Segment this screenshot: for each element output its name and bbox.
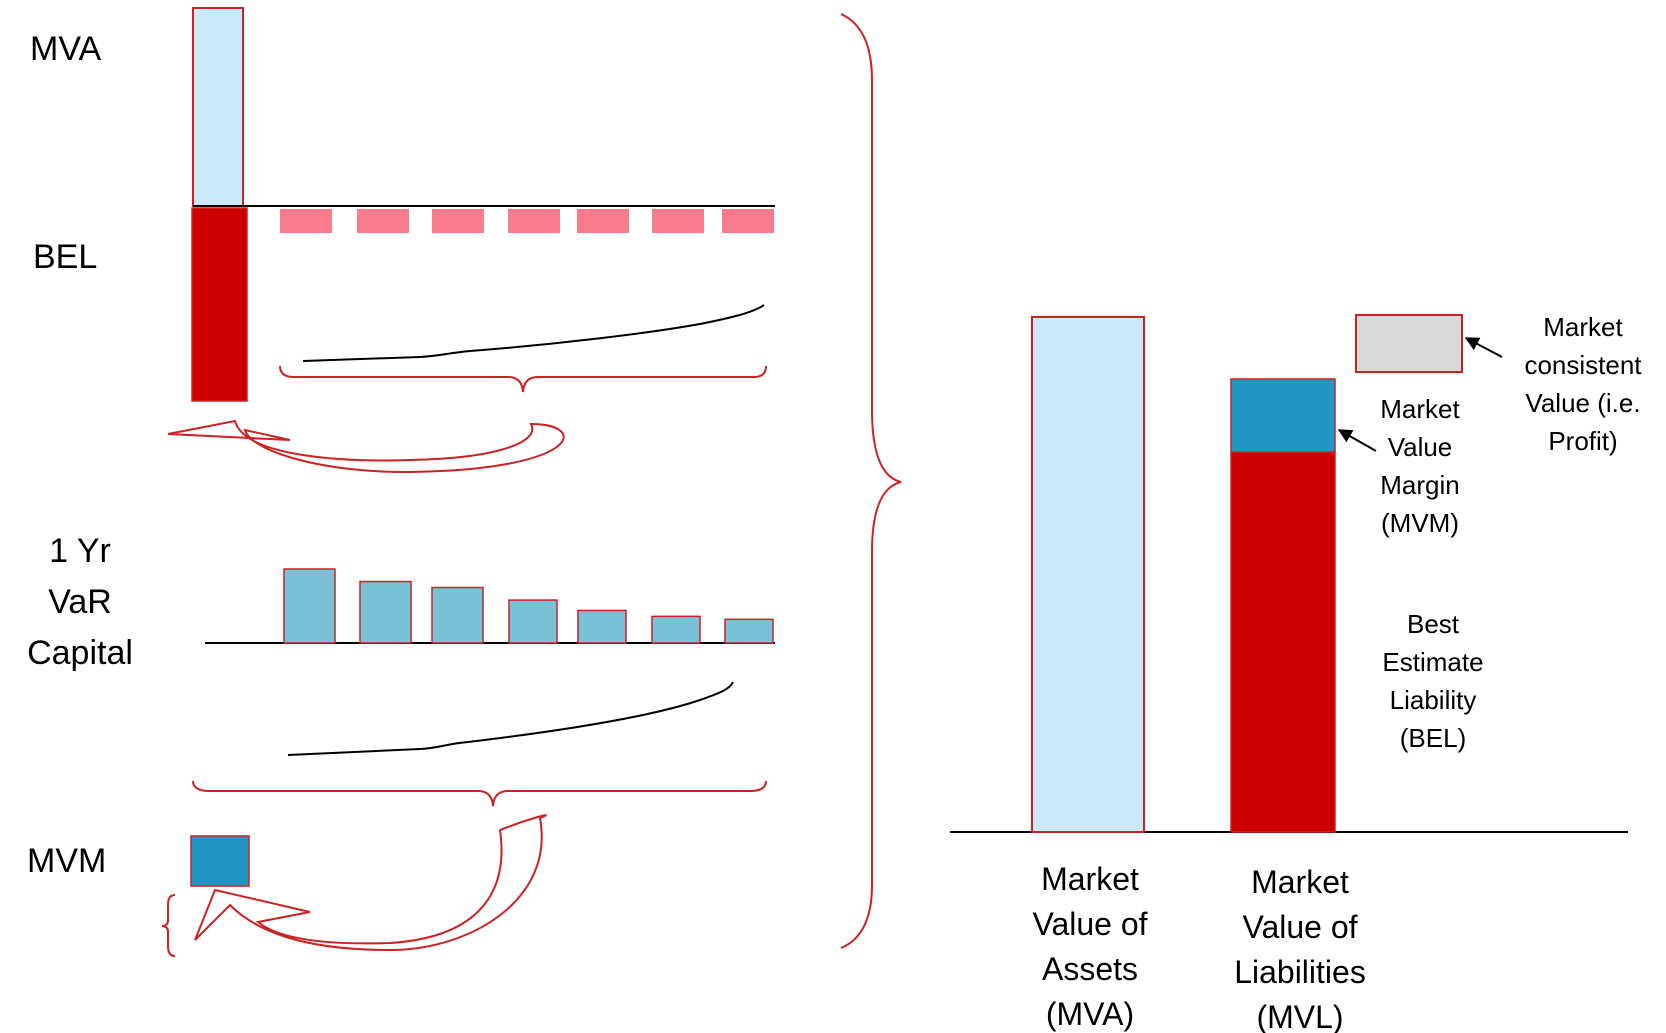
- bel-curved-arrow: [167, 419, 565, 474]
- bel-cashflows: [280, 209, 774, 233]
- mvm-pointer-arrow: [1337, 429, 1377, 452]
- var-horizontal-brace: [192, 780, 767, 807]
- mva-row-label: MVA: [30, 30, 101, 68]
- bel-annotation-line4: (BEL): [1400, 723, 1466, 753]
- mva-bar: [192, 7, 244, 207]
- liabilities-label-line2: Value of: [1242, 909, 1357, 945]
- mvm-box: [190, 835, 250, 887]
- bel-cashflow-bar: [432, 209, 484, 233]
- var-capital-bar: [577, 609, 627, 644]
- bel-bar: [191, 207, 248, 402]
- bel-discount-curve: [302, 304, 765, 362]
- profit-annotation-line1: Market: [1543, 312, 1623, 342]
- liabilities-bel-segment: [1230, 451, 1336, 833]
- mvm-row-label: MVM: [27, 842, 106, 880]
- bel-horizontal-brace: [279, 365, 767, 393]
- mvm-annotation-line1: Market: [1380, 394, 1460, 424]
- bel-row-label: BEL: [33, 238, 97, 276]
- bel-cashflow-bar: [652, 209, 704, 233]
- profit-annotation-line4: Profit): [1548, 426, 1617, 456]
- profit-pointer-arrow: [1464, 337, 1503, 358]
- var-discount-curve: [287, 681, 734, 756]
- mvm-small-brace: [161, 894, 176, 957]
- large-vertical-brace: [840, 13, 902, 949]
- var-row-label-line2: VaR: [48, 583, 112, 621]
- liabilities-mvm-segment: [1230, 378, 1336, 453]
- bel-annotation-line1: Best: [1407, 609, 1460, 639]
- assets-label-line4: (MVA): [1046, 996, 1134, 1032]
- bel-annotation-line3: Liability: [1390, 685, 1477, 715]
- var-capital-bars: [283, 568, 774, 644]
- profit-box: [1355, 314, 1463, 373]
- liabilities-label-line4: (MVL): [1256, 999, 1343, 1033]
- profit-annotation-line3: Value (i.e.: [1525, 388, 1640, 418]
- assets-label-line1: Market: [1041, 861, 1139, 897]
- var-capital-bar: [724, 618, 774, 644]
- assets-label-line3: Assets: [1042, 951, 1138, 987]
- bel-annotation-line2: Estimate: [1382, 647, 1483, 677]
- bel-cashflow-bar: [722, 209, 774, 233]
- var-capital-bar: [283, 568, 336, 644]
- mvm-annotation-line4: (MVM): [1381, 508, 1459, 538]
- bel-cashflow-bar: [357, 209, 409, 233]
- profit-annotation-line2: consistent: [1524, 350, 1642, 380]
- bel-cashflow-bar: [508, 209, 560, 233]
- mvm-annotation-line2: Value: [1388, 432, 1453, 462]
- bel-cashflow-bar: [280, 209, 332, 233]
- var-capital-bar: [431, 586, 484, 644]
- mvm-annotation-line3: Margin: [1380, 470, 1459, 500]
- assets-bar: [1031, 316, 1145, 833]
- bel-cashflow-bar: [577, 209, 629, 233]
- var-capital-bar: [651, 615, 701, 644]
- assets-label-line2: Value of: [1032, 906, 1147, 942]
- var-capital-bar: [359, 580, 412, 644]
- var-curved-arrow: [194, 814, 547, 952]
- liabilities-label-line3: Liabilities: [1234, 954, 1366, 990]
- var-row-label-line1: 1 Yr: [49, 532, 111, 570]
- var-row-label-line3: Capital: [27, 634, 133, 672]
- liabilities-label-line1: Market: [1251, 864, 1349, 900]
- var-capital-bar: [508, 599, 558, 644]
